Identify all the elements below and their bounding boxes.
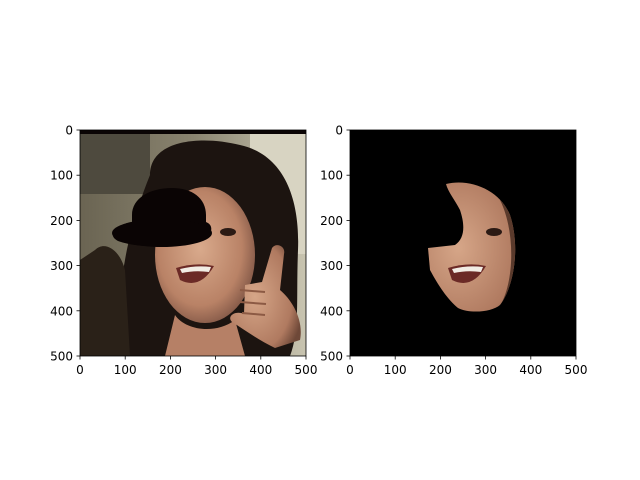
right-xtick-label: 300 <box>474 363 497 377</box>
left-xtick-label: 100 <box>114 363 137 377</box>
right-xtick-label: 500 <box>565 363 588 377</box>
right-ytick-label: 500 <box>320 350 343 364</box>
left-xtick-label: 300 <box>204 363 227 377</box>
left-ytick-label: 400 <box>50 304 73 318</box>
left-ytick-label: 0 <box>65 124 73 138</box>
right-ytick-label: 200 <box>320 214 343 228</box>
left-xtick-label: 0 <box>76 363 84 377</box>
right-plot-frame <box>349 129 577 357</box>
right-xtick-label: 400 <box>519 363 542 377</box>
left-xtick-label: 200 <box>159 363 182 377</box>
right-ytick-label: 400 <box>320 304 343 318</box>
left-ytick-label: 500 <box>50 350 73 364</box>
left-ytick-label: 300 <box>50 259 73 273</box>
left-image <box>80 130 306 356</box>
left-xtick-label: 500 <box>295 363 318 377</box>
right-xtick-label: 200 <box>429 363 452 377</box>
left-ytick-label: 100 <box>50 169 73 183</box>
right-image <box>350 130 576 356</box>
right-xtick-label: 0 <box>346 363 354 377</box>
right-ytick-label: 100 <box>320 169 343 183</box>
right-xtick-label: 100 <box>384 363 407 377</box>
left-plot-frame <box>79 129 307 357</box>
right-ytick-label: 0 <box>335 124 343 138</box>
left-ytick-label: 200 <box>50 214 73 228</box>
right-ytick-label: 300 <box>320 259 343 273</box>
left-xtick-label: 400 <box>249 363 272 377</box>
